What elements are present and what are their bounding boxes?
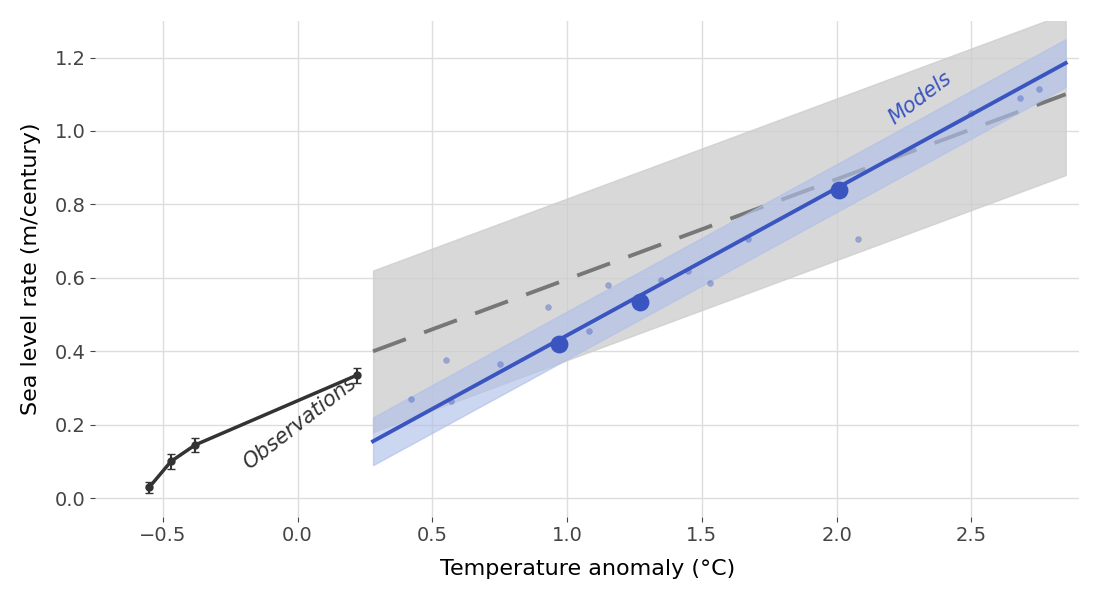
Point [1030,84,1047,94]
Point [437,356,454,365]
Y-axis label: Sea level rate (m/century): Sea level rate (m/century) [21,122,41,415]
Point [598,280,616,290]
Point [680,266,697,275]
Point [631,297,649,307]
Point [849,235,867,244]
Point [402,394,419,404]
Text: Observations: Observations [240,373,361,473]
Point [701,278,718,288]
Point [739,235,757,244]
Point [652,275,670,284]
Point [550,339,568,349]
Point [1011,93,1028,103]
Text: Models: Models [886,68,956,128]
Point [539,302,557,312]
Point [442,396,460,406]
Point [580,326,597,336]
Point [830,185,848,194]
Point [962,108,980,118]
X-axis label: Temperature anomaly (°C): Temperature anomaly (°C) [440,559,735,579]
Point [491,359,508,369]
